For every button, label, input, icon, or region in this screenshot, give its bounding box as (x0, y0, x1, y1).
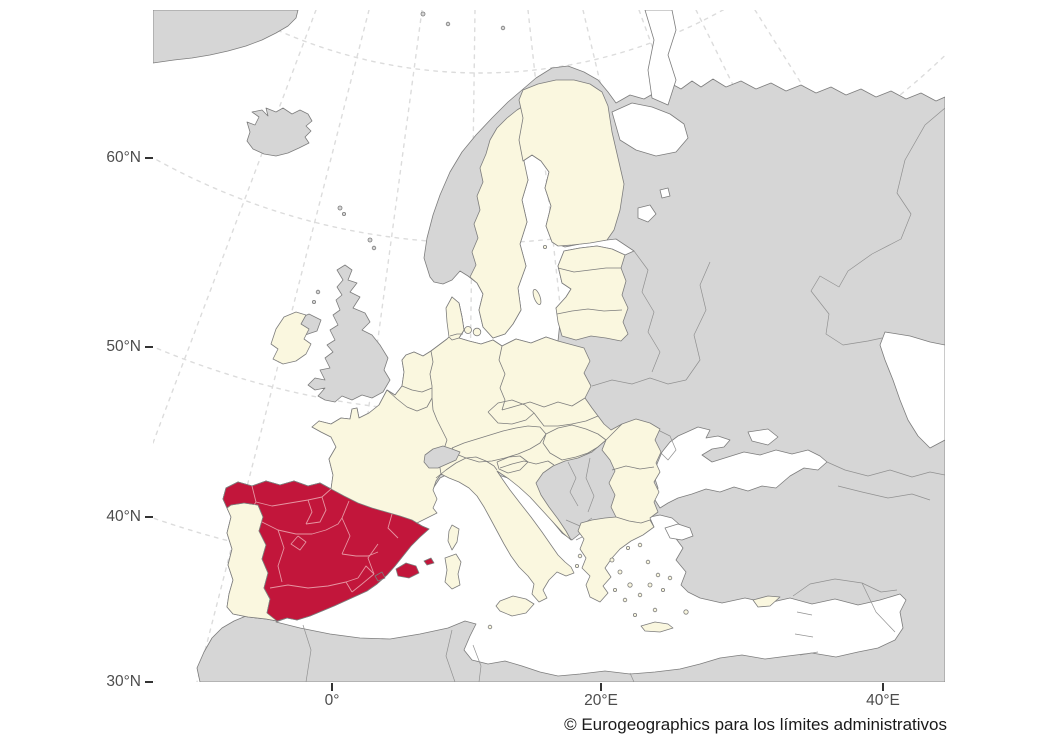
country-cyprus (752, 595, 781, 608)
country-malta (487, 624, 493, 630)
country-ireland (270, 311, 312, 365)
aegean-islands (575, 542, 689, 618)
x-axis-label-20e: 20°E (584, 692, 618, 709)
y-tick-30n (145, 681, 153, 684)
arctic-island (420, 11, 426, 17)
ionian-island (577, 553, 583, 559)
hebrides (315, 289, 321, 295)
sea-of-azov (747, 428, 779, 446)
copyright-caption: © Eurogeographics para los límites admin… (564, 715, 947, 734)
shetland-islands (367, 237, 373, 243)
country-finland (518, 79, 625, 247)
sea-of-marmara (664, 523, 694, 541)
y-tick-50n (145, 346, 153, 349)
danish-island-zealand (472, 327, 482, 337)
x-axis-label-0: 0° (324, 692, 340, 709)
country-greenland (153, 10, 299, 64)
country-iceland (246, 107, 313, 157)
baltic-states-block (555, 245, 629, 342)
island-menorca (423, 557, 435, 566)
faroe-islands (337, 205, 343, 211)
caspian-sea (879, 331, 945, 449)
y-axis-label-50n: 50°N (106, 338, 141, 355)
lake-ladoga (637, 204, 657, 223)
x-axis-label-40e: 40°E (866, 692, 900, 709)
map-panel (153, 10, 945, 682)
x-tick-0 (331, 683, 334, 691)
non-eu-islands (153, 10, 506, 403)
spain-region-borders (248, 485, 399, 593)
y-tick-40n (145, 516, 153, 519)
country-sardinia (444, 553, 462, 590)
country-sweden (469, 99, 548, 339)
x-tick-40e (882, 683, 885, 691)
arctic-island-3 (500, 25, 506, 31)
highlighted-country-spain (222, 480, 435, 622)
aland-islands (543, 244, 548, 249)
y-tick-60n (145, 157, 153, 160)
country-sicily (495, 595, 535, 617)
white-sea (611, 102, 689, 157)
barents-channel (644, 10, 677, 106)
island-ibiza (374, 571, 386, 582)
country-spain (222, 480, 430, 622)
ionian-island-2 (575, 564, 580, 569)
x-tick-20e (600, 683, 603, 691)
lake-onega (659, 187, 671, 199)
island-rhodes (683, 609, 689, 615)
country-switzerland (423, 445, 461, 469)
hebrides-2 (311, 299, 316, 304)
europe-map (153, 10, 945, 682)
shetland-islands-2 (371, 245, 377, 251)
non-eu-borders (302, 107, 945, 682)
country-corsica (447, 524, 460, 551)
arctic-island-2 (445, 21, 451, 27)
country-crete (640, 621, 674, 633)
country-united-kingdom (307, 264, 391, 403)
y-axis-label-40n: 40°N (106, 508, 141, 525)
y-axis-label-30n: 30°N (106, 673, 141, 690)
island-mallorca (395, 562, 420, 579)
y-axis-label-60n: 60°N (106, 149, 141, 166)
danish-island-fyn (464, 326, 472, 334)
country-denmark (445, 296, 465, 341)
island-gotland (532, 289, 542, 305)
faroe-islands-2 (341, 211, 346, 216)
